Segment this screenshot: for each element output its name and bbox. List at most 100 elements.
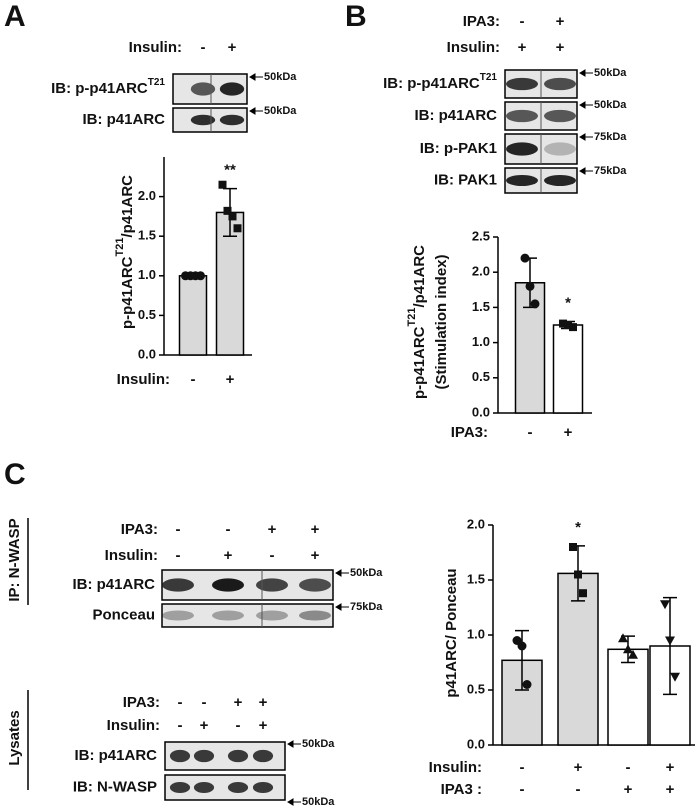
- blot-label-sup: T21: [480, 72, 498, 83]
- y-label-rest: /p41ARC: [411, 245, 428, 308]
- band: [506, 109, 538, 123]
- bar: [178, 275, 208, 356]
- data-point: [623, 644, 633, 654]
- size-marker: 50kDa: [302, 738, 335, 750]
- band: [162, 578, 194, 592]
- y-axis-label: p41ARC/ Ponceau: [443, 568, 460, 697]
- band: [227, 749, 249, 763]
- y-tick-label: 2.5: [472, 228, 490, 243]
- y-tick-label: 1.0: [472, 334, 490, 349]
- bar: [552, 324, 584, 414]
- data-point: [530, 299, 540, 309]
- data-point: [569, 543, 577, 551]
- data-point: [670, 672, 680, 682]
- lane-label: +: [259, 694, 268, 711]
- size-marker: 50kDa: [264, 105, 297, 117]
- band: [252, 749, 274, 763]
- blot-label-sup: T21: [148, 77, 166, 88]
- lane-label: -: [270, 547, 275, 564]
- band: [256, 578, 288, 592]
- lane-name: IPA3:: [123, 694, 160, 711]
- band: [193, 782, 215, 793]
- data-point: [564, 321, 572, 329]
- lane-label: +: [224, 547, 233, 564]
- lane-label: -: [176, 547, 181, 564]
- lane-label: +: [200, 717, 209, 734]
- y-label-sup: T21: [114, 238, 126, 257]
- x-tick-label: +: [574, 759, 583, 776]
- data-point: [196, 271, 205, 281]
- bar: [557, 572, 599, 746]
- blot-label: Ponceau: [92, 606, 155, 623]
- bar: [607, 648, 649, 746]
- band: [299, 610, 331, 621]
- band: [162, 610, 194, 621]
- y-axis-label: p-p41ARCT21/p41ARC: [406, 245, 428, 399]
- x-row-name: Insulin:: [117, 371, 170, 388]
- x-row-name: Insulin:: [429, 759, 482, 776]
- band: [169, 749, 191, 763]
- data-point: [618, 633, 628, 643]
- panel-label: A: [4, 0, 26, 33]
- blot-label: IB: p41ARC: [72, 576, 155, 593]
- blot-label-text: IB: p41ARC: [74, 747, 157, 764]
- arrow: [249, 107, 263, 115]
- x-tick-label: +: [564, 424, 573, 441]
- lane-name: Insulin:: [105, 547, 158, 564]
- data-point: [628, 649, 638, 659]
- y-tick-label: 1.5: [467, 571, 485, 586]
- x-row-name: IPA3:: [451, 424, 488, 441]
- blot-label: IB: N-WASP: [73, 778, 157, 795]
- x-tick-label: +: [666, 781, 675, 798]
- lane-name: IPA3:: [463, 13, 500, 30]
- data-point: [223, 206, 232, 215]
- y-tick-label: 0.0: [138, 346, 156, 361]
- blot-label-text: IB: N-WASP: [73, 778, 157, 795]
- lane-label: -: [201, 39, 206, 56]
- band: [506, 175, 538, 186]
- x-tick-label: -: [626, 759, 631, 776]
- arrow: [335, 569, 349, 577]
- blot-label-text: IB: p41ARC: [414, 107, 497, 124]
- x-tick-label: -: [576, 781, 581, 798]
- lane-label: -: [202, 694, 207, 711]
- blot-label-text: Ponceau: [92, 606, 155, 623]
- lane-label: -: [226, 521, 231, 538]
- y-tick-label: 0.5: [467, 681, 485, 696]
- blot-label: IB: p-p41ARCT21: [51, 77, 165, 97]
- y-label-rest: /p41ARC: [119, 175, 136, 238]
- lane-name: Insulin:: [107, 717, 160, 734]
- significance: **: [224, 162, 236, 179]
- data-point: [569, 323, 577, 332]
- error-bar: [515, 629, 529, 691]
- lane-label: +: [311, 547, 320, 564]
- x-row-name: IPA3 :: [441, 781, 482, 798]
- lane-label: -: [176, 521, 181, 538]
- size-marker: 50kDa: [264, 71, 297, 83]
- band: [190, 82, 216, 96]
- lane-label: -: [520, 13, 525, 30]
- band: [227, 782, 249, 793]
- y-tick-label: 0.0: [472, 404, 490, 419]
- size-marker: 75kDa: [594, 165, 627, 177]
- lane-label: -: [236, 717, 241, 734]
- band: [299, 578, 331, 592]
- lane-label: +: [234, 694, 243, 711]
- arrow: [579, 167, 593, 175]
- arrow: [579, 101, 593, 109]
- y-tick-label: 1.5: [472, 299, 490, 314]
- panel-label: C: [4, 458, 26, 491]
- blot-label-text: IB: p-p41ARC: [51, 80, 148, 97]
- x-tick-label: +: [624, 781, 633, 798]
- lane-label: -: [178, 694, 183, 711]
- y-tick-label: 1.0: [138, 267, 156, 282]
- size-marker: 50kDa: [350, 567, 383, 579]
- lane-label: +: [228, 39, 237, 56]
- band: [190, 114, 216, 126]
- x-tick-label: +: [226, 371, 235, 388]
- blot-label: IB: PAK1: [434, 171, 497, 188]
- y-tick-label: 1.5: [138, 228, 156, 243]
- arrow: [579, 133, 593, 141]
- band: [212, 578, 244, 592]
